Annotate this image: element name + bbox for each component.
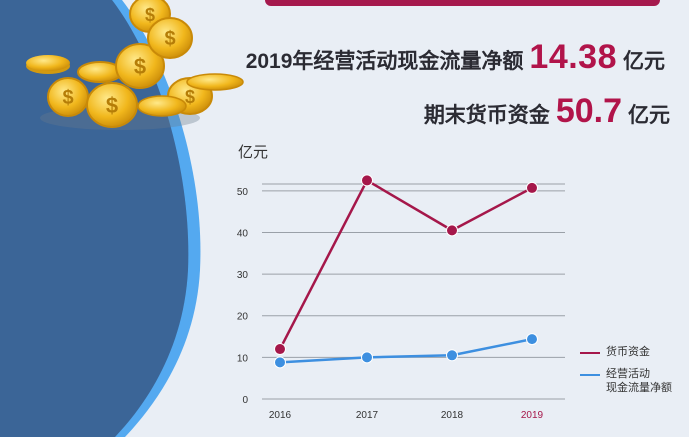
y-tick-label: 10	[237, 353, 249, 364]
data-point	[446, 224, 458, 237]
y-tick-label: 20	[237, 312, 249, 323]
header-banner-edge	[265, 0, 660, 6]
y-tick-label: 50	[237, 187, 249, 198]
svg-text:$: $	[145, 5, 155, 25]
svg-text:$: $	[62, 87, 73, 109]
legend-swatch	[580, 352, 600, 354]
svg-text:$: $	[164, 28, 175, 50]
x-tick-label: 2016	[269, 410, 292, 421]
x-tick-labels: 2016 2017 2018 2019	[269, 410, 544, 421]
y-tick-label: 30	[237, 270, 249, 281]
headline2-value: 50.7	[555, 92, 622, 130]
svg-text:$: $	[185, 87, 195, 107]
series-group	[274, 174, 538, 369]
data-point	[274, 356, 286, 369]
y-axis-label: 亿元	[238, 144, 268, 161]
headline-unit: 亿元	[623, 50, 665, 73]
y-tick-label: 0	[242, 395, 248, 406]
svg-text:$: $	[106, 93, 118, 118]
headline-operating-cashflow: 2019年经营活动现金流量净额 14.38 亿元	[195, 38, 665, 77]
legend-item-operating-cashflow: 经营活动 现金流量净额	[580, 367, 672, 395]
x-tick-label: 2019	[521, 410, 544, 421]
legend-label: 经营活动 现金流量净额	[606, 368, 672, 394]
headline-ending-cash: 期末货币资金 50.7 亿元	[360, 92, 670, 131]
y-tick-labels: 0 10 20 30 40 50	[237, 187, 249, 406]
data-point	[274, 343, 286, 356]
data-point	[526, 333, 538, 346]
data-point	[361, 174, 373, 187]
legend-item-cash: 货币资金	[580, 345, 672, 359]
gold-coin-stack-icon: $ $ $ $ $ $	[26, 0, 244, 130]
grid-lines	[262, 183, 565, 400]
legend-label: 货币资金	[606, 346, 650, 358]
data-point	[526, 181, 538, 194]
headline2-unit: 亿元	[628, 104, 670, 127]
legend-swatch	[580, 374, 600, 376]
data-point	[446, 349, 458, 362]
series-line	[279, 337, 533, 364]
series-line	[278, 179, 533, 350]
x-tick-label: 2017	[356, 410, 379, 421]
y-tick-label: 40	[237, 228, 249, 239]
chart-legend: 货币资金 经营活动 现金流量净额	[580, 345, 672, 403]
x-tick-label: 2018	[441, 410, 464, 421]
headline2-label: 期末货币资金	[423, 104, 550, 127]
data-point	[361, 351, 373, 364]
headline-label: 2019年经营活动现金流量净额	[245, 50, 524, 73]
svg-text:$: $	[134, 54, 146, 79]
headline-value: 14.38	[529, 38, 617, 76]
